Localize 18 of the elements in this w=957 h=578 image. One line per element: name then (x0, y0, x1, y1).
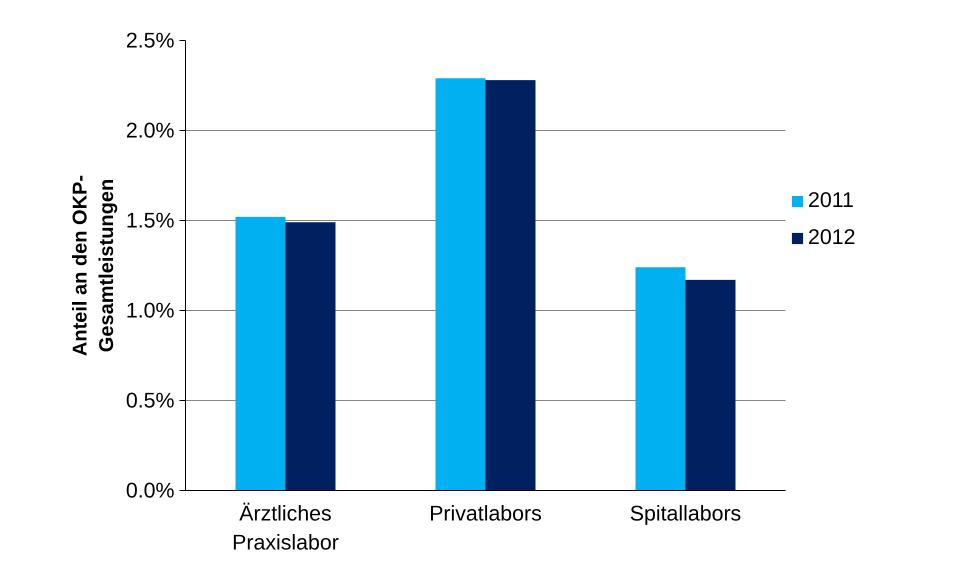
y-tick-label: 2.5% (126, 28, 175, 52)
y-tick-label: 1.5% (126, 208, 175, 232)
x-tick-label: Spitallabors (630, 502, 742, 526)
x-tick-label: Privatlabors (429, 502, 542, 526)
y-tick-label: 0.0% (126, 478, 175, 502)
y-tick-label: 2.0% (126, 118, 175, 142)
bar (486, 80, 536, 490)
y-axis-title: Anteil an den OKP- Gesamtleistungen (69, 174, 118, 356)
legend-label: 2011 (808, 188, 854, 213)
bar (236, 216, 286, 490)
bar (636, 267, 686, 490)
legend-label: 2012 (808, 225, 856, 250)
bar (686, 280, 736, 490)
bar (286, 222, 336, 490)
y-tick-label: 0.5% (126, 388, 175, 412)
x-tick-label: Ärztliches Praxislabor (232, 502, 339, 554)
bar (436, 78, 486, 490)
y-tick-label: 1.0% (126, 298, 175, 322)
